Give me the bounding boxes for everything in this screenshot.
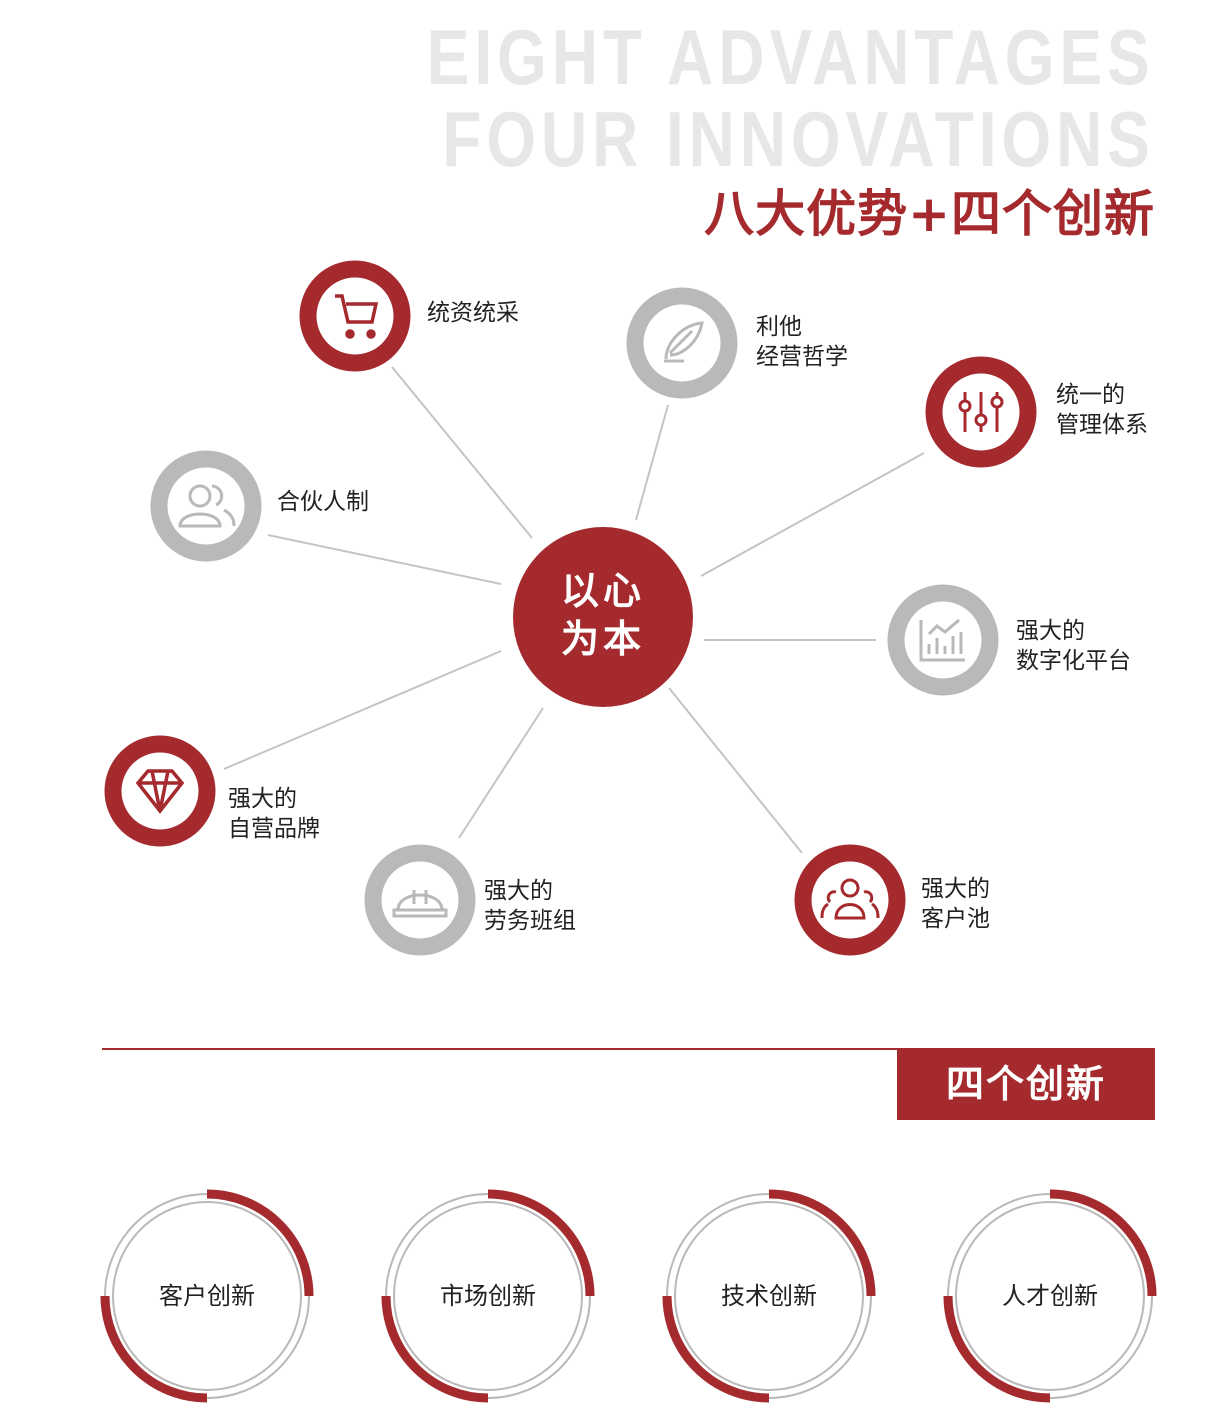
node-partners (150, 450, 262, 562)
node-hard-hat (364, 844, 476, 956)
innovation-label: 客户创新 (159, 1282, 255, 1310)
sliders-icon (958, 392, 1004, 432)
node-label-line: 强大的 (921, 876, 990, 902)
ring-outline (674, 1201, 864, 1391)
node-label-line: 经营哲学 (756, 344, 848, 370)
innovation-ring (381, 1189, 595, 1403)
innovation-label: 技术创新 (721, 1282, 817, 1310)
ring-outline (955, 1201, 1145, 1391)
center-circle (513, 527, 693, 707)
innovation-ring (943, 1189, 1157, 1403)
bg-english-line-2: FOUR INNOVATIONS (442, 95, 1155, 183)
node-label: 统资统采 (427, 298, 519, 328)
node-label-line: 利他 (756, 314, 802, 340)
ring-accent-arc (662, 1295, 770, 1403)
node-label: 统一的 管理体系 (1056, 380, 1148, 440)
ring-accent-arc (487, 1189, 595, 1297)
ring-accent-arc (100, 1295, 208, 1403)
node-label: 强大的 数字化平台 (1016, 616, 1131, 676)
innovation-rings (100, 1189, 1157, 1403)
node-diamond (104, 735, 216, 847)
node-label-line: 强大的 (228, 786, 297, 812)
bg-english-line-1: EIGHT ADVANTAGES (427, 13, 1155, 101)
center-label-line-2: 为本 (560, 617, 645, 661)
connector (668, 687, 803, 854)
diamond-icon (135, 769, 185, 814)
connector (267, 534, 502, 585)
ring-accent-arc (943, 1295, 1051, 1403)
connectors (223, 366, 925, 854)
node-label-line: 管理体系 (1056, 412, 1148, 438)
ring-accent-arc (206, 1189, 314, 1297)
node-label: 合伙人制 (277, 487, 369, 517)
center-label-line-1: 以心 (560, 569, 645, 613)
node-label-line: 强大的 (1016, 618, 1085, 644)
node-feather (626, 287, 738, 399)
hard-hat-icon (392, 890, 448, 918)
node-label-line: 数字化平台 (1016, 648, 1131, 674)
innovation-ring (100, 1189, 314, 1403)
innovation-label: 人才创新 (1002, 1282, 1098, 1310)
node-label-line: 客户池 (921, 906, 990, 932)
ring-outline (112, 1201, 302, 1391)
node-label: 强大的 客户池 (921, 874, 990, 934)
innovation-ring (662, 1189, 876, 1403)
node-cart (299, 260, 411, 372)
node-label-line: 自营品牌 (228, 816, 320, 842)
partners-icon (178, 484, 236, 528)
node-sliders (925, 356, 1037, 468)
node-customers (794, 844, 906, 956)
ring-outline (393, 1201, 583, 1391)
customers-icon (820, 878, 880, 920)
connector (700, 452, 925, 577)
connector (458, 707, 544, 839)
node-label-line: 合伙人制 (277, 489, 369, 515)
page-title: 八大优势+四个创新 (704, 185, 1155, 243)
ring-accent-arc (381, 1295, 489, 1403)
section-divider (102, 1048, 1155, 1050)
node-label: 强大的 自营品牌 (228, 784, 320, 844)
node-label-line: 强大的 (484, 878, 553, 904)
feather-icon (664, 321, 704, 363)
node-label: 利他 经营哲学 (756, 312, 848, 372)
node-label-line: 统资统采 (427, 300, 519, 326)
ring-accent-arc (1049, 1189, 1157, 1297)
center-label: 以心 为本 (513, 567, 693, 663)
node-label: 强大的 劳务班组 (484, 876, 576, 936)
connector (223, 650, 502, 770)
node-label-line: 统一的 (1056, 382, 1125, 408)
node-label-line: 劳务班组 (484, 908, 576, 934)
innovations-title: 四个创新 (897, 1049, 1155, 1120)
connector (391, 366, 533, 539)
cart-icon (335, 294, 379, 339)
innovation-label: 市场创新 (440, 1282, 536, 1310)
node-bar-chart (887, 584, 999, 696)
ring-accent-arc (768, 1189, 876, 1297)
bar-chart-icon (919, 618, 965, 662)
connector (635, 404, 669, 521)
